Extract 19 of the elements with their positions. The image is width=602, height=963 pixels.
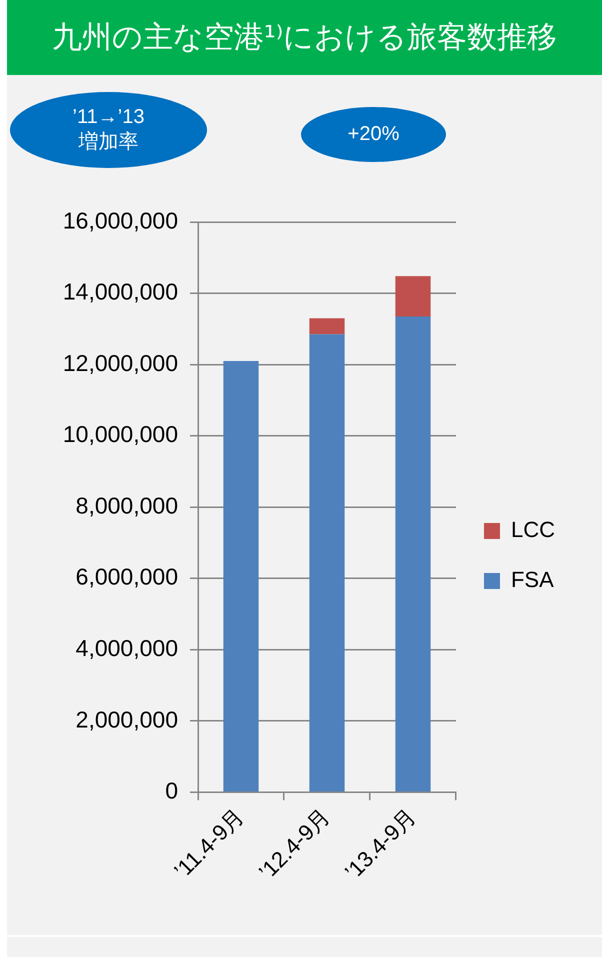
chart-title: 九州の主な空港¹⁾における旅客数推移 (52, 19, 558, 57)
legend-label: LCC (510, 517, 556, 542)
text: ’11→’13 増加率 (72, 105, 144, 155)
y-tick-label: 10,000,000 (62, 421, 178, 448)
y-tick-label: 4,000,000 (76, 635, 178, 661)
bar (395, 316, 431, 792)
y-tick-label: 14,000,000 (62, 278, 178, 305)
bar (395, 276, 431, 316)
bar (309, 334, 345, 792)
y-tick-label: 16,000,000 (62, 207, 178, 234)
y-tick-label: 0 (165, 778, 178, 804)
y-tick-label: 12,000,000 (62, 350, 178, 376)
y-tick-label: 8,000,000 (76, 492, 178, 518)
bar (309, 318, 345, 334)
legend-label: FSA (510, 567, 554, 592)
bar (223, 360, 259, 792)
text: +20% (348, 122, 400, 147)
y-tick-label: 2,000,000 (76, 706, 178, 732)
y-tick-label: 6,000,000 (76, 564, 178, 590)
